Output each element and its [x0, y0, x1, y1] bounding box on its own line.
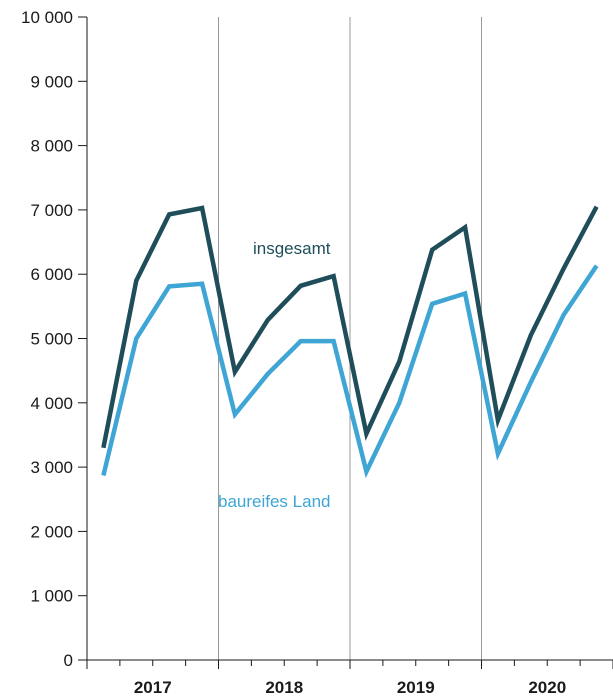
y-tick-label: 5 000: [30, 330, 73, 349]
series-lines: [101, 205, 599, 479]
y-tick-label: 9 000: [30, 72, 73, 91]
gridlines: [218, 17, 482, 660]
y-tick-label: 6 000: [30, 265, 73, 284]
y-tick-label: 8 000: [30, 137, 73, 156]
y-tick-label: 2 000: [30, 522, 73, 541]
y-tick-label: 1 000: [30, 587, 73, 606]
x-tick-label-year: 2020: [528, 678, 566, 697]
series-line-insgesamt: [101, 205, 599, 449]
y-tick-label: 3 000: [30, 458, 73, 477]
y-tick-label: 0: [64, 651, 73, 670]
y-tick-label: 7 000: [30, 201, 73, 220]
y-tick-label: 4 000: [30, 394, 73, 413]
series-label-insgesamt: insgesamt: [253, 239, 331, 258]
x-tick-label-year: 2018: [265, 678, 303, 697]
x-tick-label-year: 2019: [397, 678, 435, 697]
series-line-baureifes-land: [101, 264, 599, 479]
y-tick-label: 10 000: [21, 8, 73, 27]
series-label-baureifes-land: baureifes Land: [218, 492, 330, 511]
x-tick-label-year: 2017: [134, 678, 172, 697]
y-axis-ticks: 0 1 000 2 000 3 000 4 000 5 000 6 000 7 000 8 00…: [21, 8, 87, 670]
x-axis-ticks: 2017 2018 2019 2020: [86, 660, 613, 697]
